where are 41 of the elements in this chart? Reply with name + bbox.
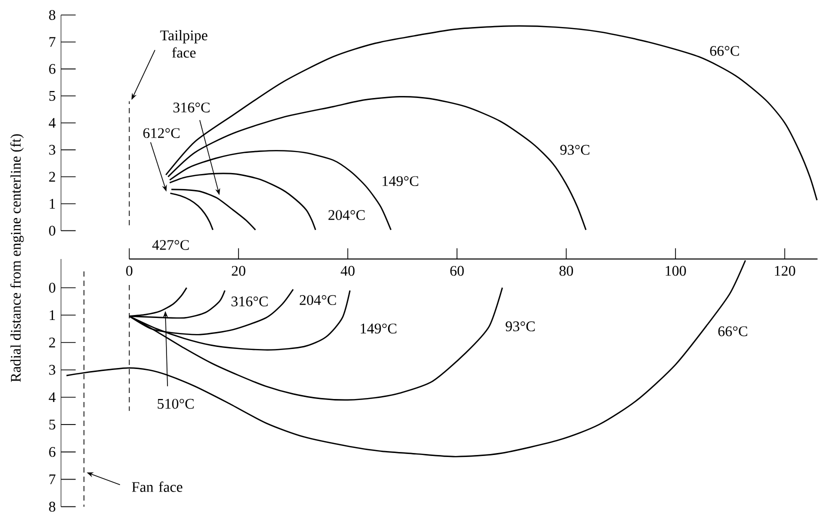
text: 510°C bbox=[158, 398, 194, 409]
series-label: 66°C bbox=[710, 46, 739, 56]
y-tick-label: 1 bbox=[50, 310, 55, 320]
series-label: 93°C bbox=[506, 321, 535, 332]
y-tick-label: 4 bbox=[48, 118, 56, 128]
y-tick-label: 8 bbox=[49, 502, 56, 512]
annotation: 612°C bbox=[143, 128, 180, 138]
y-tick-label: 2 bbox=[49, 172, 56, 182]
y-tick-label: 6 bbox=[49, 447, 56, 457]
series-label: 427°C bbox=[152, 240, 189, 250]
x-tick-label: 60 bbox=[450, 266, 464, 276]
series-label: 66°C bbox=[718, 326, 748, 336]
series-label: 149°C bbox=[360, 324, 396, 334]
x-tick-label: 40 bbox=[340, 266, 355, 276]
y-tick-label: 0 bbox=[49, 282, 56, 293]
series-label: 93°C bbox=[560, 144, 590, 155]
text: 316°C bbox=[173, 102, 210, 112]
y-tick-label: 5 bbox=[49, 91, 56, 101]
y-tick-label: 3 bbox=[49, 144, 56, 155]
y-tick-label: 5 bbox=[49, 420, 56, 430]
y-tick-label: 4 bbox=[48, 392, 56, 402]
y-axis-title: Radial distance from engine centerline (ft) bbox=[10, 134, 24, 382]
x-tick-label: 80 bbox=[559, 266, 574, 276]
ref-line-label: Fan face bbox=[132, 481, 182, 492]
series-label: 149°C bbox=[382, 176, 418, 186]
x-tick-label: 120 bbox=[775, 266, 796, 276]
y-tick-label: 8 bbox=[49, 10, 56, 20]
y-tick-label: 3 bbox=[49, 364, 56, 375]
y-tick-label: 0 bbox=[49, 226, 56, 236]
x-tick-label: 20 bbox=[232, 266, 246, 276]
y-tick-label: 6 bbox=[49, 64, 56, 74]
series-label: 204°C bbox=[300, 295, 336, 306]
y-tick-label: 1 bbox=[50, 198, 55, 209]
x-tick-label: 0 bbox=[126, 266, 132, 276]
series-label: 316°C bbox=[232, 296, 268, 306]
y-tick-label: 7 bbox=[49, 37, 56, 47]
series-label: 204°C bbox=[328, 210, 365, 220]
y-tick-label: 2 bbox=[49, 338, 56, 348]
ref-line-label: Tailpipe face bbox=[160, 30, 208, 58]
y-tick-label: 7 bbox=[49, 474, 56, 484]
x-tick-label: 100 bbox=[666, 266, 686, 276]
